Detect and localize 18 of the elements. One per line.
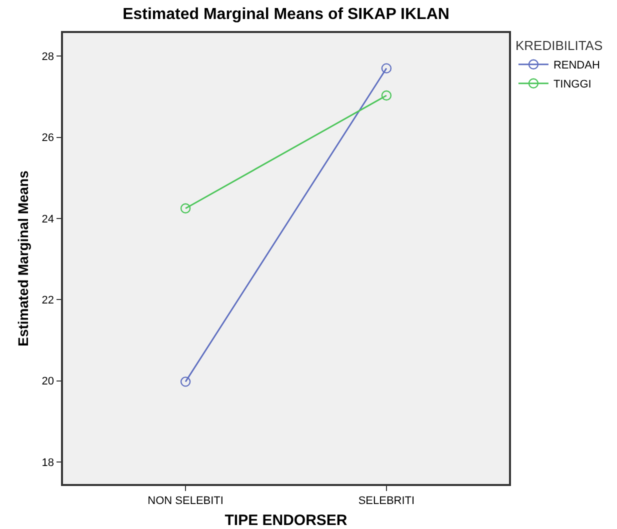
legend-label: RENDAH	[553, 60, 600, 72]
legend-title: KREDIBILITAS	[515, 38, 603, 53]
x-tick-label: NON SELEBITI	[148, 494, 224, 507]
point	[180, 376, 191, 387]
y-tick-label: 24	[42, 213, 54, 226]
x-axis-title: TIPE ENDORSER	[224, 512, 348, 529]
y-axis-title: Estimated Marginal Means	[14, 170, 31, 346]
point	[180, 203, 191, 214]
chart-title: Estimated Marginal Means of SIKAP IKLAN	[122, 6, 450, 24]
x-tick-label: SELEBRITI	[358, 494, 415, 507]
y-tick-label: 22	[42, 294, 54, 307]
y-tick-label: 28	[42, 50, 54, 63]
point	[381, 63, 392, 74]
legend-label: TINGGI	[553, 78, 592, 91]
point	[381, 90, 392, 101]
y-tick-label: 26	[42, 132, 54, 144]
y-tick-label: 20	[42, 376, 54, 388]
y-tick-label: 18	[42, 456, 54, 469]
